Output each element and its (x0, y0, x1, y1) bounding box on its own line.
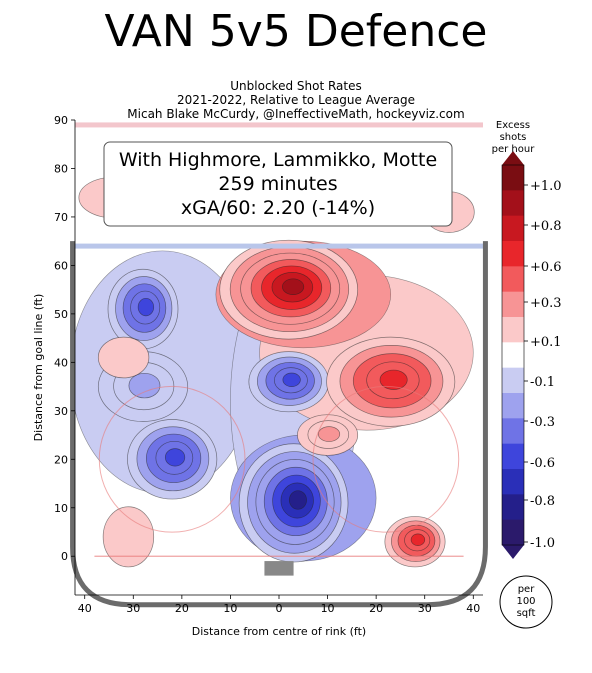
y-tick-label: 40 (54, 356, 68, 369)
x-axis-title: Distance from centre of rink (ft) (192, 625, 366, 638)
colorbar-segment (502, 165, 524, 191)
y-tick-label: 70 (54, 211, 68, 224)
heatmap-region-high-slot-centre (248, 351, 329, 413)
heatmap-region-left-faceoff (127, 419, 218, 500)
colorbar-tick-label: +0.3 (530, 296, 562, 311)
colorbar-title-line: Excess (496, 120, 530, 131)
x-tick-label: 40 (78, 602, 92, 615)
colorbar-segment (502, 393, 524, 419)
info-line-1: With Highmore, Lammikko, Motte (119, 149, 437, 171)
heatmap-region-right-corner (384, 516, 446, 568)
colorbar-tick-label: -0.8 (530, 494, 555, 509)
colorbar-segment (502, 367, 524, 394)
info-box-frame (103, 141, 453, 227)
colorbar-segment (502, 494, 524, 521)
left-faceoff-circle (98, 385, 246, 533)
colorbar-segment (502, 317, 524, 343)
colorbar-segment (502, 190, 524, 217)
y-tick-label: 80 (54, 162, 68, 175)
subtitle-line-3: Micah Blake McCurdy, @IneffectiveMath, h… (127, 107, 465, 121)
colorbar-segment (502, 342, 524, 369)
page-title: VAN 5v5 Defence (104, 6, 488, 57)
y-tick-label: 30 (54, 405, 68, 418)
colorbar-segment (502, 418, 524, 445)
subtitle-line-1: Unblocked Shot Rates (230, 79, 362, 93)
x-tick-label: 0 (276, 602, 283, 615)
heatmap-region-slot-low (238, 443, 349, 563)
y-tick-label: 10 (54, 502, 68, 515)
x-tick-label: 10 (223, 602, 237, 615)
colorbar: +1.0 +0.8 +0.6 +0.3 +0.1 -0.1 -0.3 -0.6 -0.8 -1.0… (492, 120, 562, 629)
heatmap-region-left-side (97, 336, 150, 379)
heatmap-contour (288, 490, 307, 510)
x-tick-label: 30 (126, 602, 140, 615)
heatmap-region-right-boards-high (326, 336, 456, 427)
blue-line (75, 243, 483, 249)
heatmap-contour (97, 336, 150, 379)
heatmap-contour (137, 297, 155, 317)
colorbar-segment (502, 519, 524, 546)
right-faceoff-circle (312, 385, 460, 533)
heatmap-region-right-dot (297, 414, 359, 456)
colorbar-tick-label: -1.0 (530, 536, 555, 551)
unit-badge-circle (499, 575, 553, 629)
y-tick-label: 50 (54, 308, 68, 321)
colorbar-title-line: shots (500, 132, 527, 143)
heatmap-contour (317, 426, 341, 442)
heatmap-contour (164, 448, 186, 467)
colorbar-segment (502, 241, 524, 267)
colorbar-segment (502, 469, 524, 495)
heatmap-contour (282, 278, 305, 296)
colorbar-tick-label: -0.3 (530, 415, 555, 430)
heatmap-contour (102, 506, 155, 568)
heatmap-region-left-corner (102, 506, 155, 568)
heatmap-contour (128, 372, 161, 399)
colorbar-tick-label: +0.6 (530, 260, 562, 275)
colorbar-bottom-arrow (502, 545, 524, 559)
unit-badge-text: sqft (517, 608, 536, 619)
subtitle-line-2: 2021-2022, Relative to League Average (176, 93, 415, 107)
y-tick-label: 60 (54, 259, 68, 272)
colorbar-frame (501, 164, 525, 546)
x-tick-label: 20 (175, 602, 189, 615)
axes: 0 10 20 30 40 50 60 70 80 90 40 30 20 10 0 10 20 30 40 Dist… (32, 114, 483, 638)
heatmap-contour (379, 369, 408, 390)
unit-badge-text: per (518, 584, 536, 595)
colorbar-segment (502, 215, 524, 242)
x-tick-label: 30 (418, 602, 432, 615)
y-tick-label: 0 (61, 550, 68, 563)
info-line-3: xGA/60: 2.20 (-14%) (181, 197, 375, 219)
rink-boards (70, 241, 488, 608)
colorbar-tick-label: +1.0 (530, 179, 562, 194)
x-tick-label: 10 (321, 602, 335, 615)
heatmap-contour (282, 372, 301, 387)
centre-red-line (75, 122, 483, 128)
y-axis-title: Distance from goal line (ft) (32, 294, 45, 442)
colorbar-segment (502, 266, 524, 293)
info-line-2: 259 minutes (218, 173, 337, 195)
colorbar-tick-label: +0.8 (530, 219, 562, 234)
colorbar-title-line: per hour (492, 144, 536, 155)
colorbar-segment (502, 291, 524, 318)
x-tick-label: 20 (369, 602, 383, 615)
unit-badge-text: 100 (516, 596, 535, 607)
heatmap-region-right-point (219, 239, 359, 340)
heatmap-region-left-point (107, 268, 179, 350)
x-tick-label: 40 (466, 602, 480, 615)
colorbar-top-arrow (502, 151, 524, 165)
y-tick-label: 20 (54, 453, 68, 466)
heatmap-contour (410, 533, 426, 546)
colorbar-tick-label: -0.6 (530, 456, 555, 471)
colorbar-tick-label: +0.1 (530, 335, 562, 350)
colorbar-tick-label: -0.1 (530, 375, 555, 390)
y-tick-label: 90 (54, 114, 68, 127)
colorbar-segment (502, 443, 524, 470)
goal-net (264, 561, 294, 576)
